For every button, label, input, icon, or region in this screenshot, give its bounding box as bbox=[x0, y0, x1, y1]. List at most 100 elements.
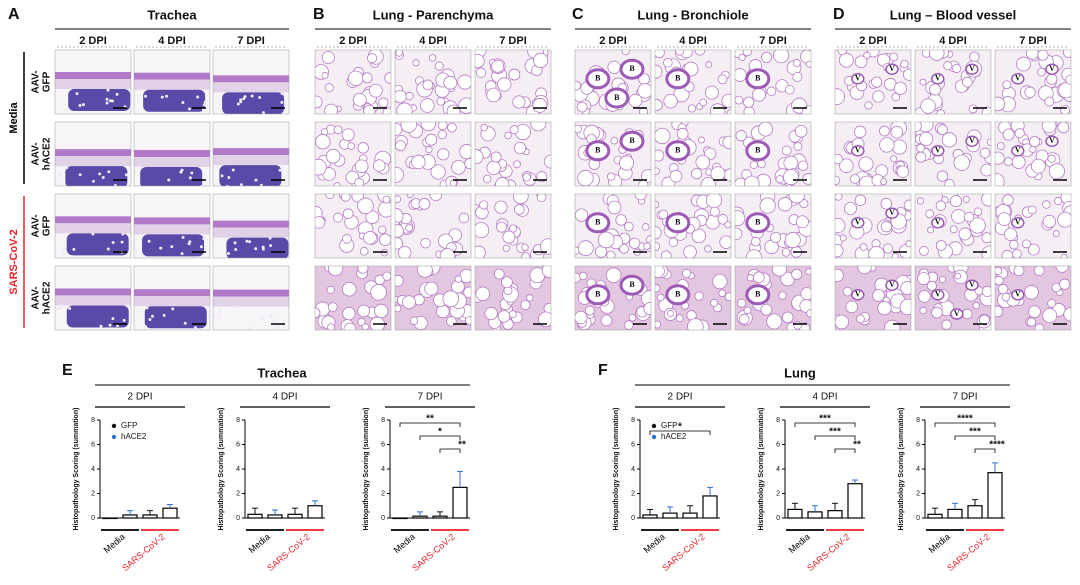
y-tick-label: 8 bbox=[631, 417, 635, 424]
image-frame bbox=[212, 121, 290, 187]
alveolus bbox=[1027, 205, 1037, 215]
image-content bbox=[395, 194, 471, 258]
image-marker: V bbox=[1015, 218, 1021, 227]
alveolus bbox=[843, 201, 858, 216]
alveolus bbox=[953, 154, 970, 171]
image-frame bbox=[133, 49, 211, 115]
image-frame bbox=[54, 265, 132, 331]
alveolus bbox=[584, 305, 595, 316]
alveolus bbox=[641, 223, 650, 231]
image-content bbox=[213, 266, 289, 330]
image-content bbox=[315, 194, 391, 258]
panel-letter: F bbox=[598, 362, 608, 379]
histology-image bbox=[314, 121, 392, 187]
alveolus bbox=[962, 308, 973, 320]
alveolus bbox=[352, 92, 367, 107]
histology-image bbox=[394, 49, 472, 115]
alveolus bbox=[835, 244, 844, 258]
histology-image bbox=[212, 193, 290, 259]
vessel bbox=[1011, 73, 1025, 85]
alveolus bbox=[532, 97, 548, 113]
histology-image bbox=[133, 121, 211, 187]
image-marker: V bbox=[969, 280, 975, 289]
alveolus bbox=[439, 248, 456, 258]
cell bbox=[111, 317, 115, 321]
alveolus bbox=[493, 268, 505, 280]
image-content bbox=[55, 50, 131, 114]
alveolus bbox=[935, 200, 947, 211]
alveolus bbox=[835, 218, 846, 233]
alveolus bbox=[400, 122, 418, 133]
y-tick-label: 0 bbox=[91, 515, 95, 522]
cartilage bbox=[65, 166, 128, 186]
cell bbox=[105, 97, 109, 101]
image-marker: B bbox=[755, 146, 761, 155]
x-group-label: SARS-CoV-2 bbox=[265, 532, 312, 573]
vessel bbox=[851, 289, 865, 301]
bronchiole bbox=[619, 130, 645, 152]
histology-image: V V V bbox=[914, 265, 992, 331]
alveolus bbox=[324, 103, 339, 114]
cell bbox=[78, 173, 82, 177]
bar bbox=[412, 515, 428, 519]
alveolus bbox=[835, 268, 844, 282]
error-bar bbox=[127, 510, 133, 515]
panel-letter: D bbox=[833, 6, 845, 23]
alveolus bbox=[464, 158, 471, 169]
alveolus bbox=[835, 314, 850, 330]
image-content bbox=[395, 50, 471, 114]
image-frame bbox=[133, 193, 211, 259]
alveolus bbox=[655, 284, 661, 293]
alveolus bbox=[676, 127, 689, 140]
alveolus bbox=[735, 95, 744, 105]
alveolus bbox=[788, 194, 805, 204]
significance-bracket: * bbox=[649, 422, 711, 435]
alveolus bbox=[315, 134, 331, 150]
alveolus bbox=[328, 266, 344, 277]
alveolus bbox=[655, 149, 665, 162]
vessel bbox=[851, 217, 865, 229]
y-tick-label: 4 bbox=[236, 466, 240, 473]
alveolus bbox=[490, 151, 502, 163]
column-header: 2 DPI bbox=[79, 35, 107, 47]
significance-label: * bbox=[678, 422, 682, 433]
y-tick-label: 8 bbox=[916, 417, 920, 424]
significance-label: *** bbox=[969, 427, 981, 438]
alveolus bbox=[943, 61, 953, 71]
alveolus bbox=[663, 58, 673, 68]
cartilage bbox=[222, 92, 285, 114]
image-marker: B bbox=[629, 280, 635, 289]
alveolus bbox=[735, 227, 743, 241]
vessel bbox=[931, 217, 945, 229]
alveolus bbox=[430, 164, 446, 180]
cell bbox=[193, 326, 197, 330]
alveolus bbox=[931, 306, 943, 319]
bar bbox=[432, 515, 448, 519]
cell bbox=[136, 94, 140, 98]
alveolus bbox=[395, 166, 405, 183]
alveolus bbox=[1002, 80, 1012, 90]
image-frame bbox=[994, 49, 1072, 115]
alveolus bbox=[1012, 249, 1022, 258]
histology-image bbox=[394, 265, 472, 331]
alveolus bbox=[746, 274, 755, 282]
bronchiole bbox=[619, 274, 645, 296]
alveolus bbox=[704, 245, 712, 253]
cell bbox=[199, 245, 203, 249]
alveolus bbox=[491, 59, 505, 73]
alveolus bbox=[903, 199, 911, 211]
alveolus bbox=[395, 195, 402, 204]
cell bbox=[147, 239, 151, 243]
cell bbox=[99, 324, 103, 328]
histology-image bbox=[474, 265, 552, 331]
alveolus bbox=[738, 53, 746, 61]
subplot-title: 4 DPI bbox=[812, 392, 837, 403]
alveolus bbox=[1042, 200, 1051, 209]
cell bbox=[213, 183, 217, 186]
column-header: 4 DPI bbox=[939, 35, 967, 47]
image-frame bbox=[394, 265, 472, 331]
alveolus bbox=[1048, 163, 1065, 180]
image-frame bbox=[834, 193, 912, 259]
row-label: AAV- bbox=[31, 70, 42, 93]
submucosa bbox=[213, 296, 289, 307]
